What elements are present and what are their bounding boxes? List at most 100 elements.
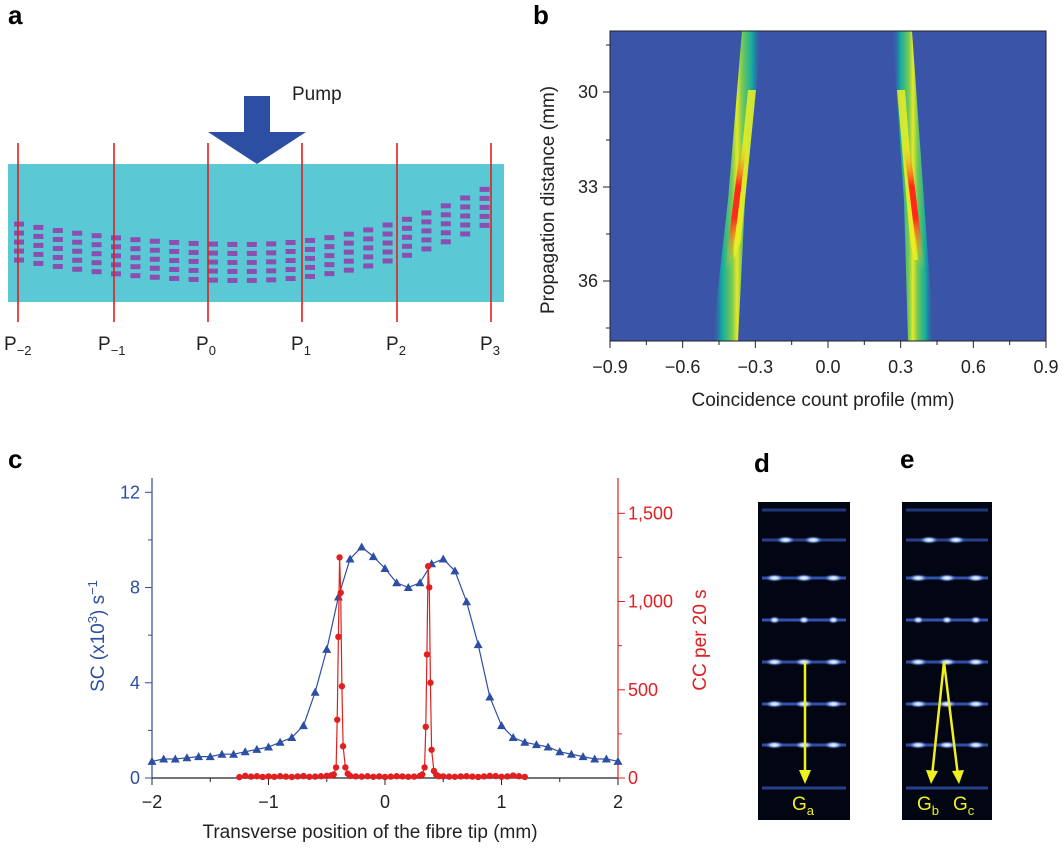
fringe-dash [246,250,257,256]
right-beam-core [903,140,925,270]
fringe-dash [324,262,335,268]
cc-point [375,773,383,780]
cc-point [247,773,255,780]
c-left-tick-label: 12 [120,482,140,502]
fringe-dash [208,241,218,247]
cc-point [426,584,433,591]
diffraction-spot [827,616,840,624]
fringe-dash [421,210,432,216]
plane-label-sub: 2 [399,343,406,358]
fringe-dash [208,250,218,256]
sc-point [497,721,506,730]
diffraction-spot [908,574,929,582]
c-left-tick-label: 4 [130,673,140,693]
c-x-tick-label: 1 [496,792,506,812]
sc-point [159,754,169,763]
fringe-dash [382,240,393,246]
c-x-tick-label: 0 [380,792,390,812]
sc-point [229,749,239,758]
fringe-dash [363,227,374,233]
fringe-dash [52,245,63,251]
panel-b-ylabel: Propagation distance (mm) [538,86,559,314]
c-x-tick-label: −2 [142,792,163,812]
diffraction-spot [823,700,844,708]
cc-point [259,773,266,781]
fringe-dash [421,228,432,234]
fringe-dash [91,260,102,266]
e-stripes [906,508,988,790]
label-gb: Gb [917,794,939,818]
panel-label-c: c [8,444,22,474]
label-ga-sub: a [807,803,815,818]
c-ylabel-left-base: SC (x10 [88,623,109,692]
cc-point [451,773,459,780]
left-beam-bright [733,90,756,260]
diffraction-spot [764,741,785,749]
panel-label-b: b [533,0,549,30]
cc-point [311,773,319,780]
cc-point [282,773,290,780]
cc-point [504,773,511,780]
b-y-tick-label: 36 [578,271,598,291]
fringe-dash [343,231,354,237]
fringe-dash [343,267,354,273]
fringe-dash [382,249,393,255]
fringe-dash [479,222,490,228]
cc-point [294,773,301,780]
fringe-dash [14,230,24,236]
fringe-dash [285,267,296,273]
cc-point [440,773,447,780]
plane-label-base: P [386,334,399,355]
fringe-dash [208,259,218,265]
cc-point [421,764,428,771]
diffraction-spot [768,616,781,624]
fringe-dash [33,233,44,239]
fringe-dash [72,230,83,236]
cc-point [387,773,395,780]
diffraction-spot [764,700,785,708]
cc-point [338,683,346,690]
plane-label-base: P [480,334,493,355]
fringe-dash [188,258,199,264]
panel-b-ticks: −0.9 −0.6 −0.3 0.0 0.3 0.6 0.9 30 33 36 [578,44,1059,377]
panel-e: Gb Gc [902,502,992,820]
diffraction-spot [941,616,953,624]
cc-point [271,773,278,780]
fringe-dash [324,253,335,259]
sc-point [613,756,623,765]
cc-point [393,773,400,780]
diffraction-spot [965,741,986,749]
diffraction-spot [794,574,814,582]
panel-a: Pump P−2 P−1 P0 P1 P2 P3 [4,84,504,358]
arrow-down-icon [799,770,811,784]
fringe-dash [33,242,44,248]
fringe-dash [460,195,471,201]
plane-label-sub: 3 [493,343,500,358]
fringe-dash [479,204,490,210]
c-left-tick-label: 8 [130,578,140,598]
cc-point [410,773,418,780]
fringe-dash [52,254,63,260]
diffraction-spot [823,574,844,582]
c-ylabel-right: CC per 20 s [690,589,711,690]
fringe-dash [324,235,335,241]
diffraction-spot [823,658,844,666]
pump-label: Pump [292,84,342,105]
fringe-dash [169,266,180,272]
diffraction-spot [937,658,957,666]
sc-point [578,752,588,761]
label-gb-sub: b [932,803,939,818]
sc-point [182,753,192,762]
fringe-dash [266,250,277,256]
cc-point [509,772,517,779]
plane-labels: P−2 P−1 P0 P1 P2 P3 [4,334,500,358]
fringe-dash [440,203,451,209]
fringe-dash [91,242,102,248]
cc-point [445,773,453,780]
c-right-tick-label: 1,500 [628,503,673,523]
sc-point [392,578,402,587]
b-x-tick-label: 0.9 [1033,357,1058,377]
fringe-dash [14,257,24,263]
